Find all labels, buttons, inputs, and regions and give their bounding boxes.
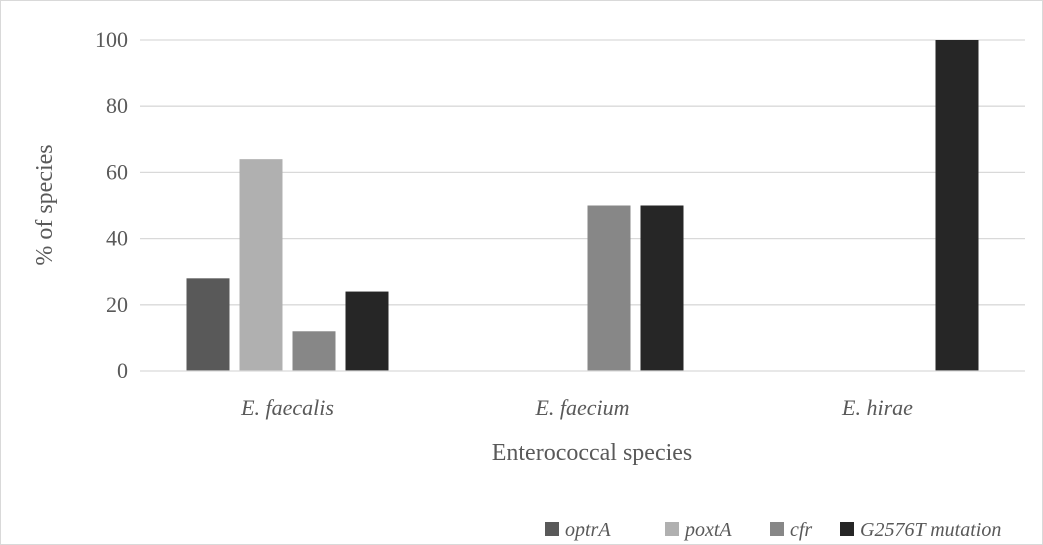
legend-swatch-3 xyxy=(840,522,854,536)
legend-label-0: optrA xyxy=(565,519,611,541)
category-label: E. faecium xyxy=(534,395,629,420)
legend-swatch-0 xyxy=(545,522,559,536)
legend-swatch-2 xyxy=(770,522,784,536)
legend-label-1: poxtA xyxy=(683,519,732,541)
category-label: E. faecalis xyxy=(240,395,334,420)
bars xyxy=(186,40,979,371)
bar-2-3 xyxy=(935,40,979,371)
bar-1-2 xyxy=(587,205,631,371)
legend-swatch-1 xyxy=(665,522,679,536)
y-tick-label: 0 xyxy=(117,358,128,383)
y-axis-title: % of species xyxy=(32,144,58,265)
bar-1-3 xyxy=(640,205,684,371)
bar-0-1 xyxy=(239,159,283,371)
legend-label-3: G2576T mutation xyxy=(860,519,1001,541)
legend: optrA poxtA cfr G2576T mutation xyxy=(545,519,1001,541)
bar-0-3 xyxy=(345,291,389,371)
y-tick-label: 40 xyxy=(106,226,128,251)
y-tick-label: 100 xyxy=(95,27,128,52)
y-tick-label: 80 xyxy=(106,93,128,118)
y-tick-label: 20 xyxy=(106,292,128,317)
category-label: E. hirae xyxy=(841,395,913,420)
bar-0-2 xyxy=(292,331,336,371)
gridlines xyxy=(140,39,1025,306)
y-tick-label: 60 xyxy=(106,159,128,184)
legend-label-2: cfr xyxy=(790,519,812,541)
bar-0-0 xyxy=(186,278,230,371)
y-tick-labels: 0 20 40 60 80 100 xyxy=(95,27,128,383)
category-labels: E. faecalis E. faecium E. hirae xyxy=(240,395,913,420)
x-axis-title: Enterococcal species xyxy=(492,440,693,466)
